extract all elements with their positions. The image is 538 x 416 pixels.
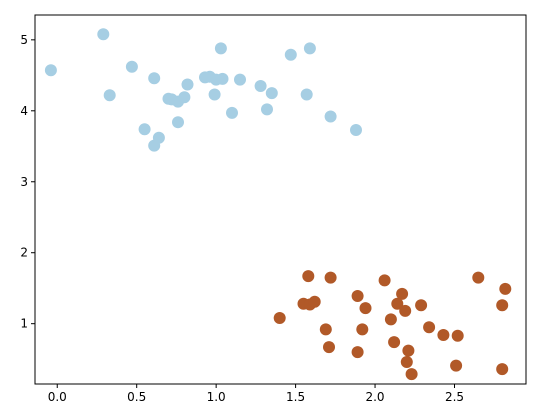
scatter-point-s1-14 (181, 78, 194, 91)
scatter-point-s1-8 (152, 131, 165, 144)
x-tick-label: 0.5 (127, 390, 146, 404)
scatter-point-s2-21 (405, 368, 418, 381)
scatter-point-s2-26 (451, 329, 464, 342)
y-tick-label: 4 (20, 104, 28, 118)
x-tick-label: 1.5 (286, 390, 305, 404)
x-tick-label: 0.0 (48, 390, 67, 404)
scatter-point-s2-15 (388, 336, 401, 349)
scatter-point-s2-30 (499, 282, 512, 295)
scatter-point-s2-12 (359, 302, 372, 315)
scatter-point-s1-25 (265, 87, 278, 100)
y-tick-label: 5 (20, 33, 28, 47)
scatter-point-s2-3 (302, 270, 315, 283)
scatter-point-s2-16 (391, 297, 404, 310)
scatter-point-s1-23 (254, 80, 267, 92)
scatter-point-s2-9 (351, 290, 364, 302)
x-tick-label: 2.0 (365, 390, 384, 404)
y-tick-label: 2 (20, 246, 28, 260)
scatter-point-s2-24 (437, 329, 450, 341)
scatter-point-s2-28 (496, 299, 509, 312)
y-axis: 1 2 3 4 5 (20, 33, 35, 331)
scatter-point-s2-1 (273, 312, 286, 324)
scatter-point-s2-11 (356, 323, 369, 336)
scatter-point-s2-7 (323, 341, 335, 354)
scatter-point-s1-12 (172, 116, 184, 129)
scatter-point-s1-21 (226, 106, 238, 119)
x-axis: 0.0 0.5 1.0 1.5 2.0 2.5 (48, 384, 464, 404)
scatter-point-s2-19 (400, 356, 413, 368)
scatter-point-s1-3 (103, 89, 116, 102)
points-layer (44, 28, 512, 381)
scatter-point-s2-14 (384, 313, 397, 326)
scatter-point-s1-19 (214, 42, 227, 55)
scatter-point-s1-1 (44, 64, 57, 77)
x-tick-label: 2.5 (445, 390, 464, 404)
y-tick-label: 3 (20, 175, 28, 189)
scatter-point-s1-2 (97, 28, 110, 41)
scatter-point-s2-25 (450, 359, 463, 372)
scatter-point-s2-6 (319, 323, 332, 336)
scatter-point-s1-20 (216, 72, 229, 85)
scatter-point-s2-5 (308, 295, 321, 308)
scatter-point-s1-28 (303, 42, 316, 55)
plot-frame (34, 14, 527, 385)
y-tick-label: 1 (20, 317, 28, 331)
scatter-point-s2-18 (399, 304, 412, 317)
scatter-point-s1-13 (178, 91, 191, 104)
scatter-point-s2-27 (472, 271, 485, 284)
scatter-point-s1-26 (284, 48, 297, 61)
scatter-point-s2-17 (396, 287, 409, 300)
scatter-point-s2-8 (324, 271, 337, 284)
scatter-point-s1-29 (324, 110, 337, 123)
scatter-point-s1-27 (300, 88, 313, 101)
scatter-point-s1-5 (138, 123, 151, 136)
scatter-point-s2-23 (423, 321, 436, 334)
scatter-point-s1-4 (125, 60, 138, 73)
scatter-point-s2-10 (351, 346, 364, 359)
x-tick-label: 1.0 (207, 390, 226, 404)
scatter-point-s2-20 (402, 344, 415, 357)
scatter-point-s1-22 (234, 73, 246, 86)
scatter-point-s2-13 (378, 274, 391, 287)
scatter-point-s2-29 (496, 363, 509, 376)
scatter-point-s1-17 (208, 88, 221, 101)
scatter-point-s1-30 (350, 124, 362, 136)
scatter-point-s1-6 (148, 72, 161, 85)
scatter-point-s2-22 (415, 299, 428, 312)
scatter-point-s1-24 (261, 103, 273, 116)
